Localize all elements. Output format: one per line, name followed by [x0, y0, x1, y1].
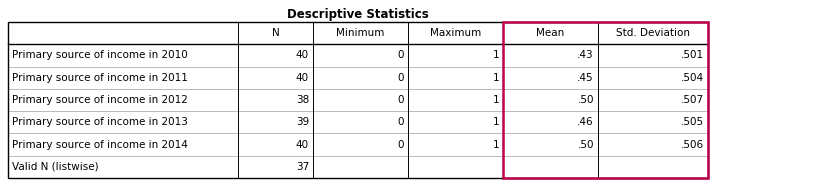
- Text: 40: 40: [296, 140, 309, 150]
- Text: .50: .50: [578, 95, 594, 105]
- Text: Primary source of income in 2011: Primary source of income in 2011: [12, 73, 188, 83]
- Text: 39: 39: [296, 117, 309, 127]
- Text: Minimum: Minimum: [336, 28, 385, 38]
- Text: 1: 1: [492, 117, 499, 127]
- Text: 37: 37: [296, 162, 309, 172]
- Text: Primary source of income in 2010: Primary source of income in 2010: [12, 50, 188, 60]
- Text: 1: 1: [492, 50, 499, 60]
- Text: 0: 0: [397, 95, 404, 105]
- Text: 1: 1: [492, 73, 499, 83]
- Text: .507: .507: [681, 95, 704, 105]
- Text: 0: 0: [397, 117, 404, 127]
- Text: .46: .46: [577, 117, 594, 127]
- Text: N: N: [271, 28, 280, 38]
- Bar: [503, 22, 708, 178]
- Text: Primary source of income in 2013: Primary source of income in 2013: [12, 117, 188, 127]
- Text: .504: .504: [681, 73, 704, 83]
- Text: 0: 0: [397, 73, 404, 83]
- Bar: [8, 22, 708, 178]
- Text: Primary source of income in 2012: Primary source of income in 2012: [12, 95, 188, 105]
- Text: 40: 40: [296, 50, 309, 60]
- Text: .50: .50: [578, 140, 594, 150]
- Text: 38: 38: [296, 95, 309, 105]
- Text: 1: 1: [492, 140, 499, 150]
- Text: .501: .501: [681, 50, 704, 60]
- Text: .506: .506: [681, 140, 704, 150]
- Text: Mean: Mean: [537, 28, 564, 38]
- Text: .45: .45: [577, 73, 594, 83]
- Text: Valid N (listwise): Valid N (listwise): [12, 162, 98, 172]
- Text: Std. Deviation: Std. Deviation: [616, 28, 690, 38]
- Text: Primary source of income in 2014: Primary source of income in 2014: [12, 140, 188, 150]
- Text: Descriptive Statistics: Descriptive Statistics: [287, 8, 429, 21]
- Text: .505: .505: [681, 117, 704, 127]
- Text: 40: 40: [296, 73, 309, 83]
- Text: .43: .43: [577, 50, 594, 60]
- Text: 0: 0: [397, 140, 404, 150]
- Text: Maximum: Maximum: [430, 28, 481, 38]
- Text: 0: 0: [397, 50, 404, 60]
- Text: 1: 1: [492, 95, 499, 105]
